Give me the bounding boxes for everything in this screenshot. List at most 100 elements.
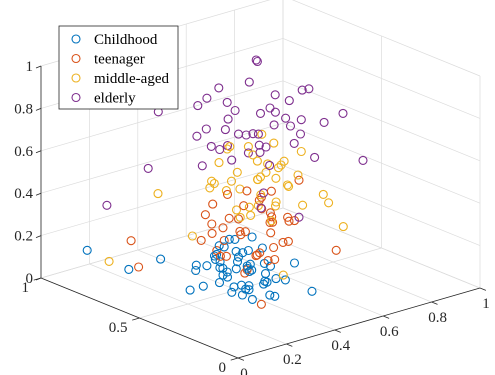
data-point-childhood [185, 285, 195, 295]
x-tick-label: 0.8 [428, 310, 447, 326]
data-point-elderly [253, 129, 263, 139]
data-point-teenager [215, 251, 225, 261]
data-point-elderly [243, 148, 253, 158]
data-point-teenager [222, 189, 233, 199]
data-point-teenager [263, 256, 273, 266]
data-point-middle-aged [271, 173, 281, 183]
data-point-elderly [256, 203, 266, 213]
grid-line-back-z [40, 207, 284, 279]
data-point-middle-aged [205, 183, 215, 193]
data-point-teenager [219, 235, 229, 246]
data-point-teenager [268, 217, 278, 227]
data-point-elderly [215, 144, 225, 155]
data-point-childhood [198, 281, 208, 291]
data-point-middle-aged [235, 184, 245, 194]
data-point-childhood [280, 275, 290, 285]
data-point-childhood [260, 269, 271, 279]
grid-line-side-z [291, 0, 481, 77]
data-point-childhood [307, 286, 317, 296]
data-point-middle-aged [271, 197, 281, 207]
data-point-teenager [331, 245, 341, 255]
data-point-childhood [244, 285, 254, 295]
data-point-teenager [224, 213, 234, 223]
data-point-middle-aged [273, 163, 283, 173]
data-point-elderly [261, 142, 271, 152]
data-point-childhood [191, 265, 201, 276]
x-tick-label: 0.4 [331, 338, 350, 354]
x-tick-mark [237, 357, 245, 361]
data-point-middle-aged [252, 156, 262, 166]
grid-line-side-z [282, 122, 481, 204]
data-point-teenager [284, 216, 294, 226]
data-point-middle-aged [246, 210, 256, 220]
grid-lines [40, 0, 481, 359]
grid-line-side-z [282, 80, 481, 162]
data-point-childhood [202, 261, 212, 271]
legend-label: elderly [94, 91, 136, 107]
data-point-teenager [266, 228, 276, 238]
data-point-middle-aged [255, 172, 266, 182]
data-point-middle-aged [261, 167, 271, 177]
data-point-middle-aged [187, 231, 197, 241]
data-point-elderly [338, 108, 348, 118]
data-point-childhood [257, 243, 267, 253]
data-point-middle-aged [226, 176, 237, 186]
grid-line-floor-y [139, 247, 382, 319]
data-point-childhood [265, 290, 275, 300]
data-point-childhood [229, 282, 239, 292]
grid-line-back-z [40, 165, 284, 236]
grid-line-side-z [282, 165, 481, 246]
data-point-elderly [220, 125, 230, 135]
data-point-elderly [214, 83, 224, 93]
data-point-elderly [233, 129, 244, 139]
data-point-elderly [296, 115, 306, 125]
data-point-childhood [230, 234, 240, 244]
data-point-teenager [218, 223, 228, 233]
data-point-childhood [232, 257, 243, 267]
legend-marker [71, 73, 81, 83]
data-point-childhood [124, 264, 134, 274]
data-point-elderly [197, 161, 207, 171]
z-tick-label: 1 [26, 59, 34, 75]
data-point-childhood [271, 274, 281, 284]
z-tick-label: 0.6 [14, 144, 33, 160]
data-point-childhood [243, 245, 253, 256]
data-point-elderly [254, 140, 264, 150]
z-tick-label: 0 [26, 271, 34, 287]
z-tick-mark [35, 235, 42, 238]
z-tick-mark [35, 150, 42, 154]
data-point-elderly [269, 120, 279, 130]
data-point-middle-aged [318, 189, 328, 199]
data-point-teenager [294, 175, 304, 185]
axes [33, 65, 487, 361]
data-point-elderly [255, 108, 266, 118]
data-point-elderly [255, 147, 265, 157]
data-point-elderly [297, 85, 307, 95]
data-point-middle-aged [293, 170, 303, 180]
data-point-teenager [256, 299, 266, 309]
data-point-elderly [192, 131, 202, 141]
data-point-elderly [201, 124, 211, 134]
data-point-teenager [257, 204, 267, 214]
data-point-childhood [209, 251, 220, 261]
data-point-childhood [238, 248, 248, 258]
data-point-elderly [251, 55, 261, 65]
grid-line-back-z [40, 122, 284, 194]
y-tick-label: 0.5 [109, 320, 128, 336]
data-point-elderly [143, 163, 153, 173]
data-point-teenager [200, 210, 210, 220]
data-point-childhood [227, 287, 237, 297]
data-point-childhood [259, 279, 269, 289]
data-point-middle-aged [231, 205, 242, 215]
data-point-elderly [358, 155, 368, 165]
data-point-middle-aged [263, 159, 273, 169]
data-point-middle-aged [257, 129, 267, 139]
x-tick-label: 0 [240, 366, 248, 375]
data-point-elderly [310, 152, 320, 162]
x-tick-label: 0.6 [380, 324, 399, 340]
data-point-middle-aged [338, 222, 348, 232]
data-point-childhood [210, 254, 220, 264]
data-point-middle-aged [207, 176, 217, 186]
data-point-middle-aged [256, 190, 266, 200]
data-point-childhood [224, 234, 234, 244]
